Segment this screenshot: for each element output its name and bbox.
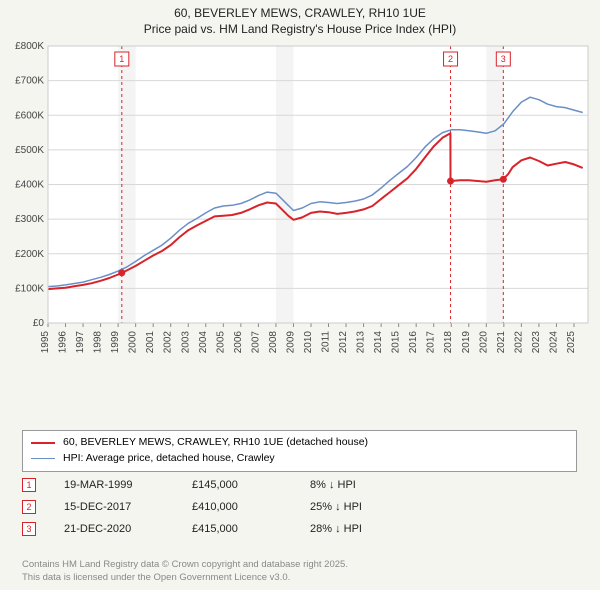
svg-text:£600K: £600K <box>15 110 44 121</box>
sale-date: 19-MAR-1999 <box>44 479 184 491</box>
legend-label: HPI: Average price, detached house, Craw… <box>63 451 275 467</box>
svg-text:1998: 1998 <box>93 331 104 354</box>
svg-text:2024: 2024 <box>548 331 559 354</box>
svg-text:2016: 2016 <box>408 331 419 354</box>
sales-row: 1 19-MAR-1999 £145,000 8% ↓ HPI <box>22 474 577 496</box>
svg-text:1995: 1995 <box>40 331 51 354</box>
svg-text:£0: £0 <box>33 318 45 329</box>
sale-marker-icon: 3 <box>22 522 36 536</box>
svg-text:2012: 2012 <box>338 331 349 354</box>
svg-text:£500K: £500K <box>15 145 44 156</box>
attribution-line-1: Contains HM Land Registry data © Crown c… <box>22 559 577 571</box>
sale-price: £145,000 <box>192 479 302 491</box>
svg-text:2023: 2023 <box>531 331 542 354</box>
svg-text:3: 3 <box>501 54 506 64</box>
attribution: Contains HM Land Registry data © Crown c… <box>22 559 577 584</box>
sale-marker-icon: 1 <box>22 478 36 492</box>
svg-text:2003: 2003 <box>180 331 191 354</box>
svg-text:2019: 2019 <box>461 331 472 354</box>
svg-text:2015: 2015 <box>391 331 402 354</box>
svg-text:1997: 1997 <box>75 331 86 354</box>
svg-text:2006: 2006 <box>233 331 244 354</box>
svg-text:2021: 2021 <box>496 331 507 354</box>
svg-text:2002: 2002 <box>163 331 174 354</box>
svg-text:2013: 2013 <box>356 331 367 354</box>
svg-text:£400K: £400K <box>15 180 44 191</box>
price-chart: £0 £100K £200K £300K £400K £500K £600K £700K £80… <box>6 42 594 377</box>
svg-text:2007: 2007 <box>250 331 261 354</box>
chart-title: 60, BEVERLEY MEWS, CRAWLEY, RH10 1UE Pri… <box>0 0 600 37</box>
svg-text:2017: 2017 <box>426 331 437 354</box>
sales-row: 2 15-DEC-2017 £410,000 25% ↓ HPI <box>22 496 577 518</box>
svg-text:£200K: £200K <box>15 249 44 260</box>
sale-marker-icon: 2 <box>22 500 36 514</box>
svg-text:2008: 2008 <box>268 331 279 354</box>
svg-text:£800K: £800K <box>15 42 44 52</box>
attribution-line-2: This data is licensed under the Open Gov… <box>22 572 577 584</box>
legend-item: 60, BEVERLEY MEWS, CRAWLEY, RH10 1UE (de… <box>31 435 568 451</box>
svg-text:1996: 1996 <box>58 331 69 354</box>
title-line-1: 60, BEVERLEY MEWS, CRAWLEY, RH10 1UE <box>0 6 600 22</box>
svg-text:1: 1 <box>119 54 124 64</box>
sale-delta: 8% ↓ HPI <box>310 479 430 491</box>
sale-date: 21-DEC-2020 <box>44 523 184 535</box>
svg-text:2020: 2020 <box>478 331 489 354</box>
svg-text:2010: 2010 <box>303 331 314 354</box>
svg-text:2014: 2014 <box>373 331 384 354</box>
sale-price: £415,000 <box>192 523 302 535</box>
svg-text:2025: 2025 <box>566 331 577 354</box>
svg-text:2000: 2000 <box>128 331 139 354</box>
legend: 60, BEVERLEY MEWS, CRAWLEY, RH10 1UE (de… <box>22 430 577 472</box>
sale-delta: 25% ↓ HPI <box>310 501 430 513</box>
svg-text:2004: 2004 <box>198 331 209 354</box>
svg-text:£100K: £100K <box>15 283 44 294</box>
svg-text:2018: 2018 <box>443 331 454 354</box>
sale-delta: 28% ↓ HPI <box>310 523 430 535</box>
legend-swatch <box>31 458 55 459</box>
svg-text:2022: 2022 <box>513 331 524 354</box>
svg-text:2011: 2011 <box>321 331 332 353</box>
svg-text:2001: 2001 <box>145 331 156 354</box>
sale-date: 15-DEC-2017 <box>44 501 184 513</box>
svg-text:2005: 2005 <box>215 331 226 354</box>
legend-item: HPI: Average price, detached house, Craw… <box>31 451 568 467</box>
legend-label: 60, BEVERLEY MEWS, CRAWLEY, RH10 1UE (de… <box>63 435 368 451</box>
sale-price: £410,000 <box>192 501 302 513</box>
title-line-2: Price paid vs. HM Land Registry's House … <box>0 22 600 38</box>
svg-text:1999: 1999 <box>110 331 121 354</box>
sales-table: 1 19-MAR-1999 £145,000 8% ↓ HPI 2 15-DEC-2017… <box>22 474 577 540</box>
svg-text:£300K: £300K <box>15 214 44 225</box>
sales-row: 3 21-DEC-2020 £415,000 28% ↓ HPI <box>22 518 577 540</box>
svg-text:2009: 2009 <box>285 331 296 354</box>
svg-text:2: 2 <box>448 54 453 64</box>
legend-swatch <box>31 442 55 444</box>
svg-text:£700K: £700K <box>15 76 44 87</box>
